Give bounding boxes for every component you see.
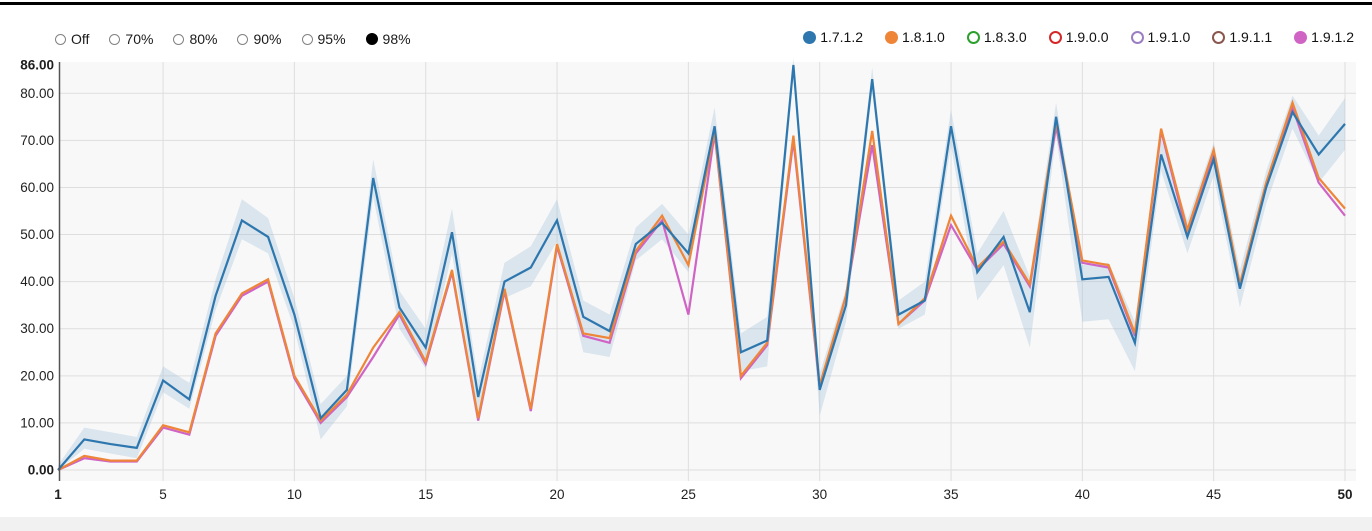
legend-item-label: 1.9.1.0 [1147, 29, 1191, 45]
y-axis-tick-label: 60.00 [20, 180, 54, 195]
y-axis-tick-label: 10.00 [20, 415, 54, 430]
radio-option-90[interactable]: 90% [237, 31, 282, 47]
legend-item-1-9-1-2[interactable]: 1.9.1.2 [1294, 29, 1354, 45]
radio-option-label: 70% [125, 31, 154, 47]
x-axis-tick-label: 20 [550, 487, 565, 502]
y-axis-tick-label: 70.00 [20, 133, 54, 148]
radio-option-label: Off [71, 31, 90, 47]
y-axis-tick-label: 80.00 [20, 86, 54, 101]
radio-unselected-icon[interactable] [237, 33, 249, 45]
x-axis-tick-label: 35 [944, 487, 959, 502]
radio-option-label: 98% [382, 31, 411, 47]
x-axis-tick-label: 30 [812, 487, 827, 502]
x-axis-tick-label: 45 [1206, 487, 1221, 502]
x-axis-tick-label: 50 [1337, 487, 1352, 502]
x-axis-tick-label: 10 [287, 487, 302, 502]
y-axis-tick-label: 50.00 [20, 227, 54, 242]
legend-item-label: 1.9.0.0 [1065, 29, 1109, 45]
window-top-border [0, 2, 1372, 5]
legend-item-label: 1.8.3.0 [983, 29, 1027, 45]
y-axis-tick-label: 30.00 [20, 321, 54, 336]
radio-option-label: 90% [253, 31, 282, 47]
legend-item-label: 1.8.1.0 [902, 29, 945, 45]
radio-unselected-icon[interactable] [301, 33, 313, 45]
radio-selected-icon[interactable] [365, 33, 378, 45]
legend-item-label: 1.9.1.2 [1311, 29, 1354, 45]
radio-option-95[interactable]: 95% [301, 31, 346, 47]
series-legend: 1.7.1.2 1.8.1.0 1.8.3.0 1.9.0.0 1.9.1.0 1.9.1… [803, 29, 1354, 45]
x-axis-tick-label: 1 [54, 487, 62, 502]
page-bottom-strip [0, 517, 1372, 531]
legend-ring-dot-icon[interactable] [966, 30, 980, 44]
legend-item-label: 1.9.1.1 [1229, 29, 1273, 45]
radio-option-off[interactable]: Off [55, 31, 89, 47]
radio-unselected-icon[interactable] [55, 33, 66, 45]
radio-option-70[interactable]: 70% [109, 31, 153, 47]
y-axis-tick-label: 0.00 [28, 463, 54, 478]
radio-unselected-icon[interactable] [173, 33, 185, 45]
legend-ring-dot-icon[interactable] [1212, 30, 1226, 44]
y-axis-tick-label: 40.00 [20, 274, 54, 289]
legend-item-1-8-1-0[interactable]: 1.8.1.0 [885, 29, 945, 45]
plot-area-background [59, 62, 1356, 481]
legend-item-1-9-1-1[interactable]: 1.9.1.1 [1212, 29, 1272, 45]
legend-filled-dot-icon[interactable] [1294, 30, 1308, 44]
series-line-1-8-1-0 [57, 99, 1346, 471]
y-axis-tick-label: 20.00 [20, 368, 54, 383]
radio-option-label: 95% [317, 31, 346, 47]
radio-option-label: 80% [189, 31, 218, 47]
legend-item-1-9-0-0[interactable]: 1.9.0.0 [1048, 29, 1109, 45]
x-axis-tick-label: 25 [681, 487, 696, 502]
y-axis-tick-label: 86.00 [20, 58, 54, 73]
series-line-1-7-1-2 [57, 64, 1346, 471]
legend-item-label: 1.7.1.2 [820, 29, 864, 45]
legend-item-1-9-1-0[interactable]: 1.9.1.0 [1130, 29, 1191, 45]
legend-filled-dot-icon[interactable] [885, 30, 899, 44]
legend-ring-dot-icon[interactable] [1130, 30, 1144, 44]
legend-item-1-8-3-0[interactable]: 1.8.3.0 [966, 29, 1027, 45]
radio-option-80[interactable]: 80% [173, 31, 217, 47]
legend-filled-dot-icon[interactable] [803, 30, 817, 44]
legend-ring-dot-icon[interactable] [1048, 30, 1062, 44]
x-axis-tick-label: 40 [1075, 487, 1090, 502]
x-axis-tick-label: 5 [159, 487, 167, 502]
radio-option-98[interactable]: 98% [365, 31, 411, 47]
confidence-level-radio-group: Off 70% 80% 90% 95% 98% [55, 31, 411, 47]
radio-unselected-icon[interactable] [109, 33, 121, 45]
legend-item-1-7-1-2[interactable]: 1.7.1.2 [803, 29, 863, 45]
x-axis-tick-label: 15 [418, 487, 433, 502]
